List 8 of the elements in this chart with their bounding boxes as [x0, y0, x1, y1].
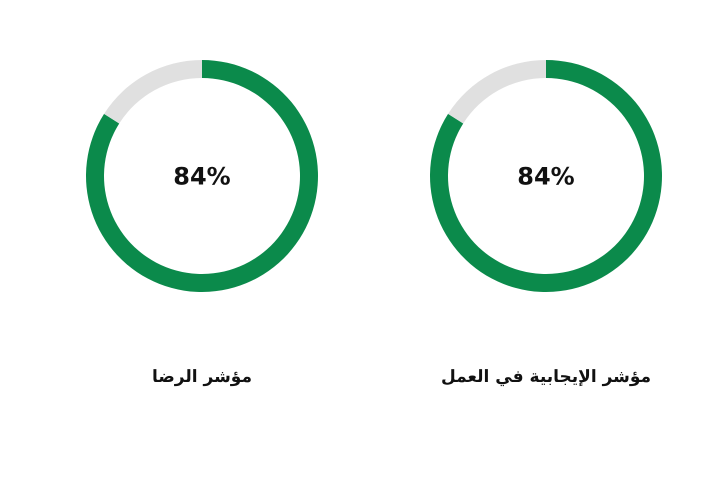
- donut-slice: [86, 60, 318, 292]
- data-label: 84%: [517, 162, 575, 190]
- donut-slice: [430, 60, 662, 292]
- text: مؤشر الرضا: [152, 367, 252, 387]
- donut-slice: [448, 60, 546, 124]
- text: مؤشر الإيجابية في العمل: [440, 367, 652, 387]
- data-label: 84%: [173, 162, 231, 190]
- donut-slice: [104, 60, 202, 124]
